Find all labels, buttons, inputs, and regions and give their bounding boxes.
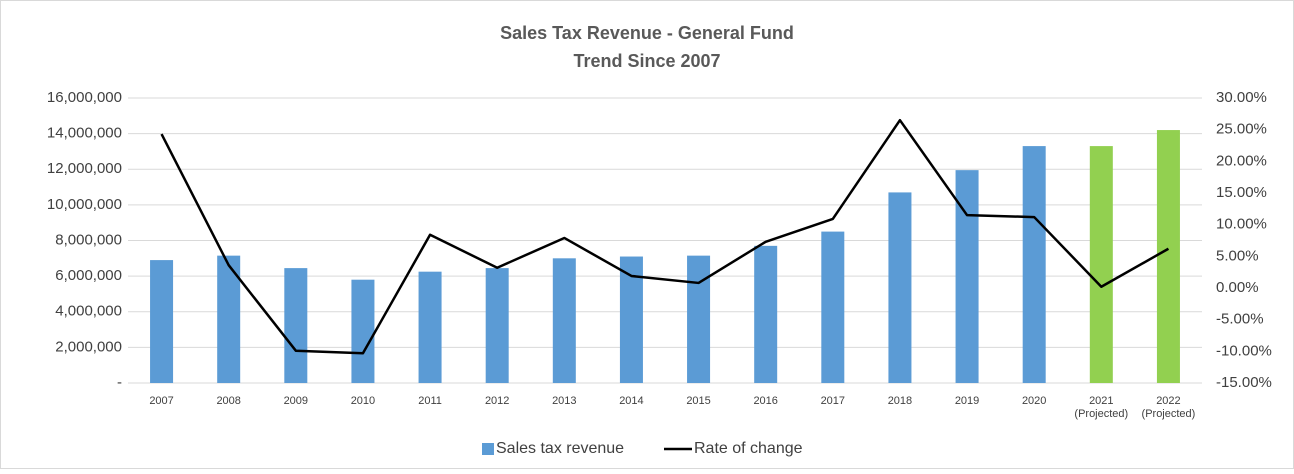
x-tick-label: 2015 [686,395,710,407]
x-tick-label: 2009 [284,395,308,407]
chart-title: Sales Tax Revenue - General Fund [500,23,794,43]
legend-swatch [482,443,494,455]
x-tick-label: 2010 [351,395,375,407]
y-tick-label: 2,000,000 [55,338,122,355]
y2-tick-label: -5.00% [1216,311,1264,328]
bar [1089,146,1113,383]
x-tick-label: 2019 [955,395,979,407]
x-tick-label: 2020 [1022,395,1046,407]
x-tick-label: 2011 [418,395,442,407]
y2-tick-label: 10.00% [1216,216,1267,233]
bar [418,271,442,383]
line [160,118,1170,355]
bar [821,231,845,383]
y-tick-label: 8,000,000 [55,231,122,248]
y-tick-label: - [117,374,122,391]
legend-label: Rate of change [694,440,803,457]
y2-tick-label: 25.00% [1216,121,1267,138]
bar [619,256,643,383]
bar [1022,146,1046,383]
y2-tick-label: -10.00% [1216,342,1272,359]
y2-tick-label: -15.00% [1216,374,1272,391]
x-tick-label: 2013 [552,395,576,407]
bar [1156,130,1180,383]
bar [888,192,912,383]
bar [284,268,308,383]
x-tick-label: 2016 [753,395,777,407]
bar [485,268,509,383]
y-tick-label: 16,000,000 [47,89,122,106]
x-tick-label: 2007 [149,395,173,407]
y2-tick-label: 5.00% [1216,247,1259,264]
y-tick-label: 4,000,000 [55,303,122,320]
y2-tick-label: 20.00% [1216,152,1267,169]
y2-tick-label: 0.00% [1216,279,1259,296]
x-tick-label: 2022 (Projected) [1142,395,1196,420]
bar [217,255,241,383]
x-tick-label: 2008 [216,395,240,407]
y-tick-label: 12,000,000 [47,160,122,177]
x-tick-label: 2017 [821,395,845,407]
y2-tick-label: 30.00% [1216,89,1267,106]
x-tick-label: 2012 [485,395,509,407]
legend-label: Sales tax revenue [496,440,624,457]
y-tick-label: 14,000,000 [47,125,122,142]
x-tick-label: 2018 [888,395,912,407]
bar [955,170,979,383]
x-tick-label: 2014 [619,395,643,407]
y-tick-label: 10,000,000 [47,196,122,213]
y2-tick-label: 15.00% [1216,184,1267,201]
bar [150,260,174,383]
bar [754,245,778,383]
bar [687,255,711,383]
bar [351,279,375,383]
chart-subtitle: Trend Since 2007 [573,51,720,71]
bar [552,258,576,383]
x-tick-label: 2021 (Projected) [1074,395,1128,420]
y-tick-label: 6,000,000 [55,267,122,284]
